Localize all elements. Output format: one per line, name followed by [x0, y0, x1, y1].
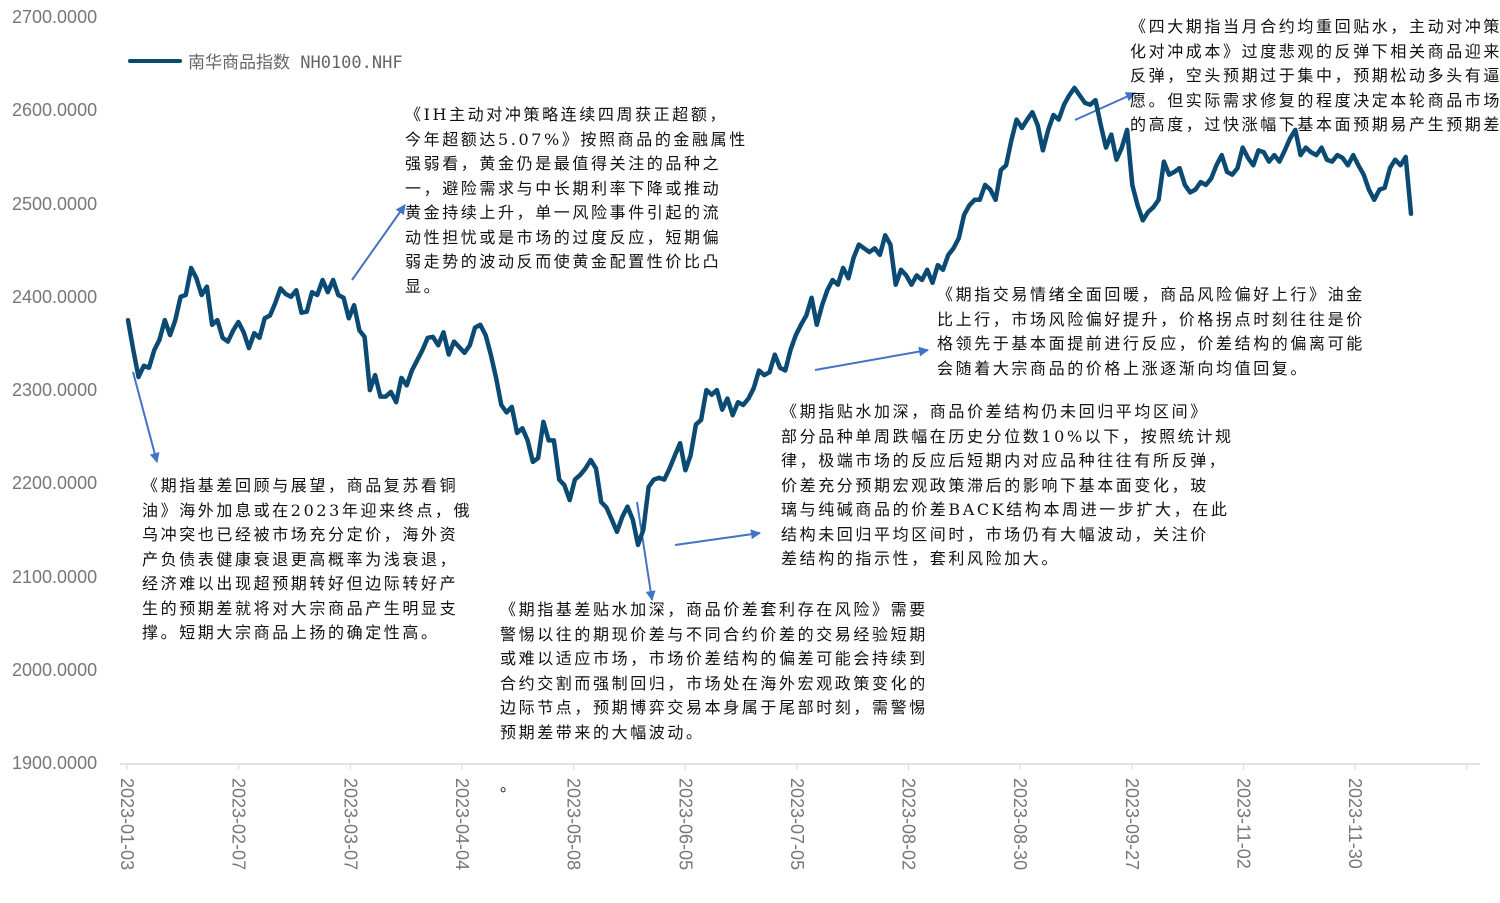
- annotation-b: 《IH主动对冲策略连续四周获正超额， 今年超额达5.07%》按照商品的金融属性 强弱…: [405, 103, 748, 299]
- x-tick-label: 2023-06-05: [675, 778, 696, 871]
- annotation-line: 价差充分预期宏观政策滞后的影响下基本面变化，玻: [781, 475, 1209, 495]
- annotation-line: 弱走势的波动反而使黄金配置性价比凸: [405, 252, 722, 271]
- x-tick-label: 2023-11-30: [1345, 778, 1366, 869]
- annotation-line: 《期指贴水加深，商品价差结构仍未回归平均区间》: [781, 402, 1209, 421]
- annotation-e: 《期指交易情绪全面回暖，商品风险偏好上行》油金 比上行，市场风险偏好提升，价格拐点…: [937, 283, 1365, 381]
- y-tick-label: 2700.0000: [12, 7, 98, 27]
- annotation-line: 预期差带来的大幅波动。: [500, 722, 705, 742]
- y-tick-label: 2000.0000: [12, 659, 98, 680]
- annotation-line: 乌冲突也已经被市场充分定价，海外资: [142, 525, 459, 544]
- series-line-nh0100: [125, 85, 1414, 548]
- annotation-line: 部分品种单周跌幅在历史分位数10%以下，按照统计规: [781, 426, 1234, 446]
- annotation-c: 《期指基差贴水加深，商品价差套利存在风险》需要 警惕以往的期现价差与不同合约价差的…: [500, 598, 928, 745]
- annotation-line: 的高度，过快涨幅下基本面预期易产生预期差: [1130, 115, 1500, 134]
- annotation-line: 经济难以出现超预期转好但边际转好产: [142, 574, 459, 593]
- annotation-line: 愿。但实际需求修复的程度决定本轮商品市场: [1130, 90, 1500, 110]
- annotation-line: 《期指交易情绪全面回暖，商品风险偏好上行》油金: [937, 285, 1365, 304]
- annotation-arrow: [1074, 92, 1136, 121]
- x-tick-label: 2023-05-08: [563, 778, 584, 871]
- annotation-line: 格领先于基本面提前进行反应，价差结构的偏离可能: [937, 334, 1365, 353]
- x-tick-label: 2023-08-30: [1010, 778, 1031, 871]
- x-tick-label: 2023-11-02: [1233, 778, 1254, 869]
- x-tick-label: 2023-02-07: [228, 778, 249, 871]
- x-tick-label: 2023-04-04: [451, 778, 472, 871]
- y-tick-label: 2400.0000: [12, 286, 98, 307]
- y-tick-label: 2100.0000: [12, 566, 98, 587]
- annotation-arrow: [351, 204, 406, 281]
- annotation-arrow: [814, 346, 929, 371]
- annotation-line: 律，极端市场的反应后短期内对应品种往往有所反弹，: [781, 451, 1228, 470]
- annotation-line: 动性担忧或是市场的过度反应，短期偏: [405, 227, 722, 247]
- annotation-line: 璃与纯碱商品的价差BACK结构本周进一步扩大，在此: [781, 500, 1230, 519]
- annotation-line: 《IH主动对冲策略连续四周获正超额，: [405, 105, 729, 124]
- y-tick-label: 2600.0000: [12, 100, 98, 121]
- x-tick-label: 2023-01-03: [117, 778, 137, 871]
- x-tick-label: 2023-07-05: [786, 778, 807, 871]
- annotation-line: 《期指基差回顾与展望，商品复苏看铜: [142, 476, 459, 495]
- y-tick-label: 2200.0000: [12, 473, 98, 494]
- legend-label: 南华商品指数 NH0100.NHF: [188, 53, 403, 73]
- annotation-arrow: [636, 501, 656, 601]
- y-tick-label: 2300.0000: [12, 380, 98, 400]
- annotation-line: 撑。短期大宗商品上扬的确定性高。: [142, 623, 440, 642]
- annotation-line: 警惕以往的期现价差与不同合约价差的交易经验短期: [500, 624, 928, 644]
- annotation-line: 今年超额达5.07%》按照商品的金融属性: [405, 129, 748, 149]
- annotation-line: 生的预期差就将对大宗商品产生明显支: [142, 598, 459, 618]
- annotation-line: 一，避险需求与中长期利率下降或推动: [405, 178, 722, 198]
- annotation-line: 比上行，市场风险偏好提升，价格拐点时刻往往是价: [937, 309, 1365, 329]
- annotation-line: 强弱看，黄金仍是最值得关注的品种之: [405, 154, 722, 173]
- annotation-line: 黄金持续上升，单一风险事件引起的流: [405, 203, 722, 222]
- y-tick-label: 1900.0000: [12, 753, 98, 773]
- annotation-line: 显。: [405, 276, 443, 296]
- annotation-line: 反弹，空头预期过于集中，预期松动多头有逼: [1130, 66, 1500, 85]
- annotation-line: 会随着大宗商品的价格上涨逐渐向均值回复。: [937, 358, 1310, 378]
- x-tick-label: 2023-03-07: [340, 778, 361, 871]
- y-tick-label: 2500.0000: [12, 193, 98, 214]
- annotation-line: 差结构的指示性，套利风险加大。: [781, 549, 1061, 568]
- x-tick-label: 2023-09-27: [1121, 778, 1142, 871]
- x-tick-label: 2023-08-02: [898, 778, 919, 871]
- annotation-a: 《期指基差回顾与展望，商品复苏看铜 油》海外加息或在2023年迎来终点，俄 乌冲突也…: [142, 474, 472, 646]
- annotation-c-tail: 。: [500, 776, 519, 795]
- annotation-line: 或难以适应市场，市场价差结构的偏差可能会持续到: [500, 649, 928, 668]
- annotation-arrow: [674, 529, 761, 546]
- legend: 南华商品指数 NH0100.NHF: [128, 48, 403, 73]
- annotation-arrow: [132, 371, 160, 463]
- annotation-line: 油》海外加息或在2023年迎来终点，俄: [142, 500, 473, 520]
- legend-swatch: [128, 58, 182, 63]
- annotation-line: 产负债表健康衰退更高概率为浅衰退，: [142, 549, 459, 569]
- annotation-line: 边际节点，预期博弈交易本身属于尾部时刻，需警惕: [500, 698, 928, 717]
- annotation-d: 《期指贴水加深，商品价差结构仍未回归平均区间》部分品种单周跌幅在历史分位数10%…: [781, 400, 1234, 572]
- annotation-line: 《期指基差贴水加深，商品价差套利存在风险》需要: [500, 600, 928, 619]
- annotation-line: 合约交割而强制回归，市场处在海外宏观政策变化的: [500, 673, 928, 693]
- annotation-line: 化对冲成本》过度悲观的反弹下相关商品迎来: [1130, 41, 1500, 61]
- annotation-line: 《四大期指当月合约均重回贴水，主动对冲策: [1130, 17, 1500, 36]
- annotation-f: 《四大期指当月合约均重回贴水，主动对冲策 化对冲成本》过度悲观的反弹下相关商品迎来…: [1130, 15, 1500, 138]
- annotation-line: 结构未回归平均区间时，市场仍有大幅波动，关注价: [781, 524, 1209, 544]
